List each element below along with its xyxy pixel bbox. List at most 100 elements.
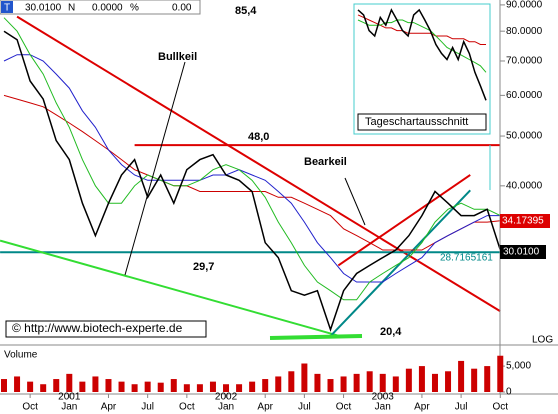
line-price: 28.7165161 <box>440 253 493 264</box>
y-tick-label: 50.0000 <box>506 131 543 142</box>
volume-bar <box>79 381 86 392</box>
copyright-box <box>5 320 207 338</box>
pointer <box>124 61 186 276</box>
x-tick-label: Jul <box>298 402 311 413</box>
trend-line <box>0 239 340 338</box>
last-price-box <box>500 245 546 259</box>
last: 30.0100 <box>25 3 62 14</box>
y-tick-label: 60.0000 <box>506 90 543 101</box>
volume-bar <box>170 379 177 392</box>
x-tick-label: Oct <box>336 402 352 413</box>
volume-bar <box>405 368 412 392</box>
series-line <box>357 8 487 101</box>
pct: % <box>130 3 139 14</box>
x-tick-label: Oct <box>179 402 195 413</box>
volume-bar <box>327 379 334 392</box>
symbol-box <box>1 1 13 13</box>
x-tick-label: Apr <box>414 402 430 413</box>
x-tick-label: Apr <box>101 402 117 413</box>
y-tick-label: 40.0000 <box>506 180 543 191</box>
volume-bar <box>14 376 21 392</box>
y-tick-label: 0 <box>506 387 512 398</box>
ma-price-box <box>500 214 550 228</box>
series-line <box>3 30 502 332</box>
volume-bar <box>484 366 491 392</box>
symbol: T <box>4 3 10 14</box>
change: 0.0000 <box>92 3 123 14</box>
year-label: 2003 <box>372 392 395 403</box>
volume-bar <box>92 376 99 392</box>
volume-bar <box>418 366 425 392</box>
volume-bar <box>445 371 452 392</box>
annotation: Bearkeil <box>304 156 347 168</box>
volume-bar <box>144 381 151 392</box>
y-tick-label: 5,000 <box>506 361 531 372</box>
plot-layer <box>0 15 502 338</box>
volume-bar <box>392 376 399 392</box>
volume-bar <box>497 355 504 392</box>
annotation: 29,7 <box>193 261 214 273</box>
inset-caption: Tageschartausschnitt <box>365 116 468 128</box>
x-tick-label: Jul <box>141 402 154 413</box>
volume-bar <box>353 373 360 392</box>
series-line <box>3 17 501 301</box>
volume-bar <box>118 381 125 392</box>
volume-bar <box>183 384 190 392</box>
volume-bar <box>379 373 386 392</box>
volume-bar <box>40 384 47 392</box>
volume-bar <box>366 371 373 392</box>
x-tick-label: Oct <box>22 402 38 413</box>
scale-label: LOG <box>532 335 553 346</box>
volume-bar <box>458 360 465 392</box>
volume-bar <box>471 368 478 392</box>
y-tick-label: 80.0000 <box>506 26 543 37</box>
pointer <box>344 177 366 226</box>
year-label: 2001 <box>58 392 81 403</box>
volume-label: Volume <box>4 350 38 361</box>
inset <box>357 8 487 101</box>
last-price: 30.0100 <box>503 247 540 258</box>
pct-value: 0.00 <box>172 3 192 14</box>
volume-bar <box>131 384 138 392</box>
volume-bar <box>157 382 164 392</box>
volume-bar <box>66 373 73 392</box>
volume-bar <box>209 381 216 392</box>
trend-line <box>16 15 501 313</box>
annotation: Bullkeil <box>158 51 197 63</box>
volume-bar <box>275 376 282 392</box>
volume-bar <box>196 384 203 392</box>
y-tick-label: 90.0000 <box>506 0 543 11</box>
volume-bar <box>288 371 295 392</box>
annotation: 48,0 <box>248 131 269 143</box>
y-tick-label: 70.0000 <box>506 56 543 67</box>
inset-caption-box <box>357 113 487 131</box>
volume-bar <box>236 384 243 392</box>
series-line <box>357 19 487 73</box>
copyright: © http://www.biotech-experte.de <box>12 321 183 335</box>
trend-line <box>337 174 471 267</box>
x-tick-label: Jan <box>375 402 391 413</box>
volume-bar <box>53 379 60 392</box>
volume-bar <box>1 379 7 392</box>
x-tick-label: Oct <box>492 402 508 413</box>
ma-price: 34.17395 <box>502 216 544 227</box>
low-marker <box>269 334 363 340</box>
annotation: 20,4 <box>380 326 402 338</box>
volume-bar <box>223 384 230 392</box>
annotation: 85,4 <box>235 5 257 17</box>
x-tick-label: Jul <box>455 402 468 413</box>
volume-bar <box>301 363 308 392</box>
series-line <box>3 54 501 283</box>
volume-bar <box>27 381 34 392</box>
volume-bar <box>262 379 269 392</box>
volume-bar <box>249 381 256 392</box>
n: N <box>68 3 75 14</box>
volume-bar <box>314 373 321 392</box>
header-box <box>0 0 201 15</box>
x-tick-label: Apr <box>257 402 273 413</box>
year-label: 2002 <box>215 392 238 403</box>
volume-bar <box>340 376 347 392</box>
volume-bar <box>105 379 112 392</box>
volume-bar <box>431 373 438 392</box>
